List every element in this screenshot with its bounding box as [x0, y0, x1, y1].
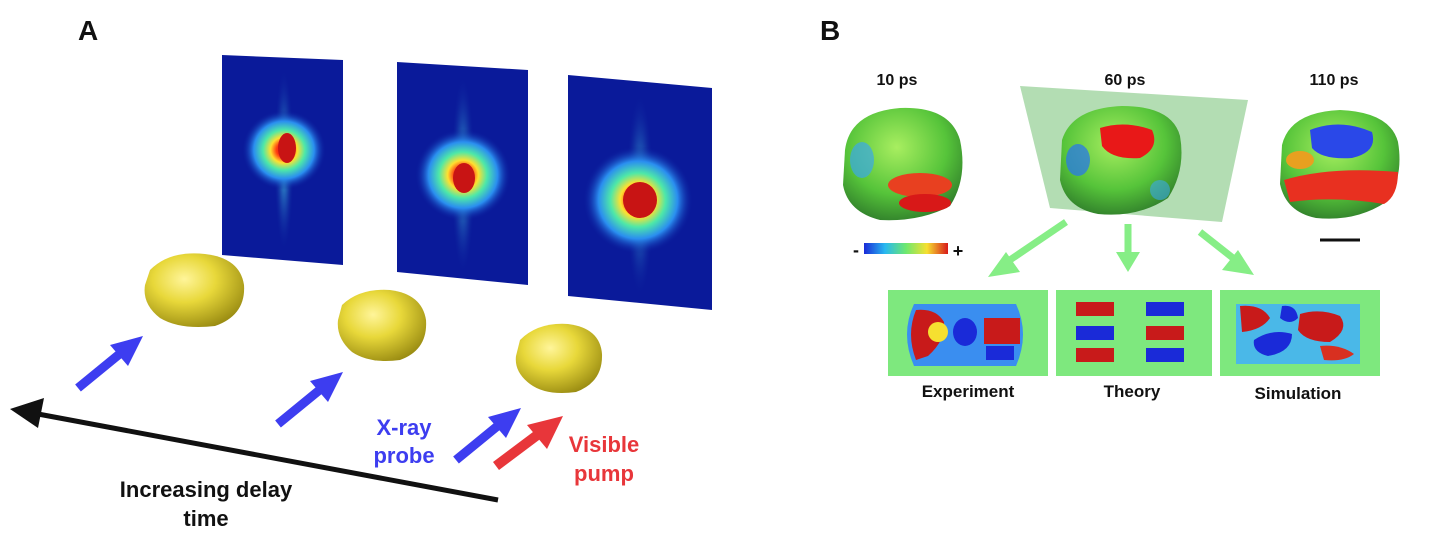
particle-2	[337, 289, 427, 361]
xray-arrow-1	[75, 336, 143, 392]
time-label-60ps: 60 ps	[1105, 72, 1146, 89]
particle-3	[515, 323, 603, 393]
delay-label-line2: time	[183, 506, 228, 531]
delay-time-arrow	[10, 398, 499, 503]
diffraction-pattern-3	[568, 75, 712, 310]
colorbar	[864, 243, 948, 254]
xray-arrow-3	[453, 408, 521, 464]
panel-a-label: A	[78, 15, 98, 46]
xray-probe-label-line2: probe	[373, 443, 434, 468]
colorbar-minus: -	[853, 240, 859, 260]
slice-theory	[1056, 290, 1212, 376]
slice-label-simulation: Simulation	[1255, 384, 1342, 403]
particle-10ps	[843, 107, 963, 221]
particle-110ps	[1280, 110, 1400, 219]
xray-probe-label-line1: X-ray	[376, 415, 432, 440]
time-label-110ps: 110 ps	[1310, 72, 1359, 89]
green-arrow-right	[1197, 229, 1254, 275]
time-label-10ps: 10 ps	[877, 72, 918, 89]
green-arrow-middle	[1116, 224, 1140, 272]
diffraction-pattern-1	[222, 55, 343, 265]
particle-60ps	[1060, 106, 1182, 215]
slice-label-experiment: Experiment	[922, 382, 1015, 401]
visible-pump-label-line2: pump	[574, 461, 634, 486]
green-arrow-left	[988, 219, 1068, 277]
slice-experiment	[888, 290, 1048, 376]
delay-label-line1: Increasing delay	[120, 477, 293, 502]
pump-arrow	[493, 416, 563, 470]
colorbar-plus: +	[953, 241, 964, 261]
xray-arrow-2	[275, 372, 343, 428]
particle-1	[144, 253, 245, 327]
diffraction-pattern-2	[397, 62, 528, 285]
panel-b-label: B	[820, 15, 840, 46]
slice-label-theory: Theory	[1104, 382, 1161, 401]
visible-pump-label-line1: Visible	[569, 432, 640, 457]
slice-simulation	[1220, 290, 1380, 376]
